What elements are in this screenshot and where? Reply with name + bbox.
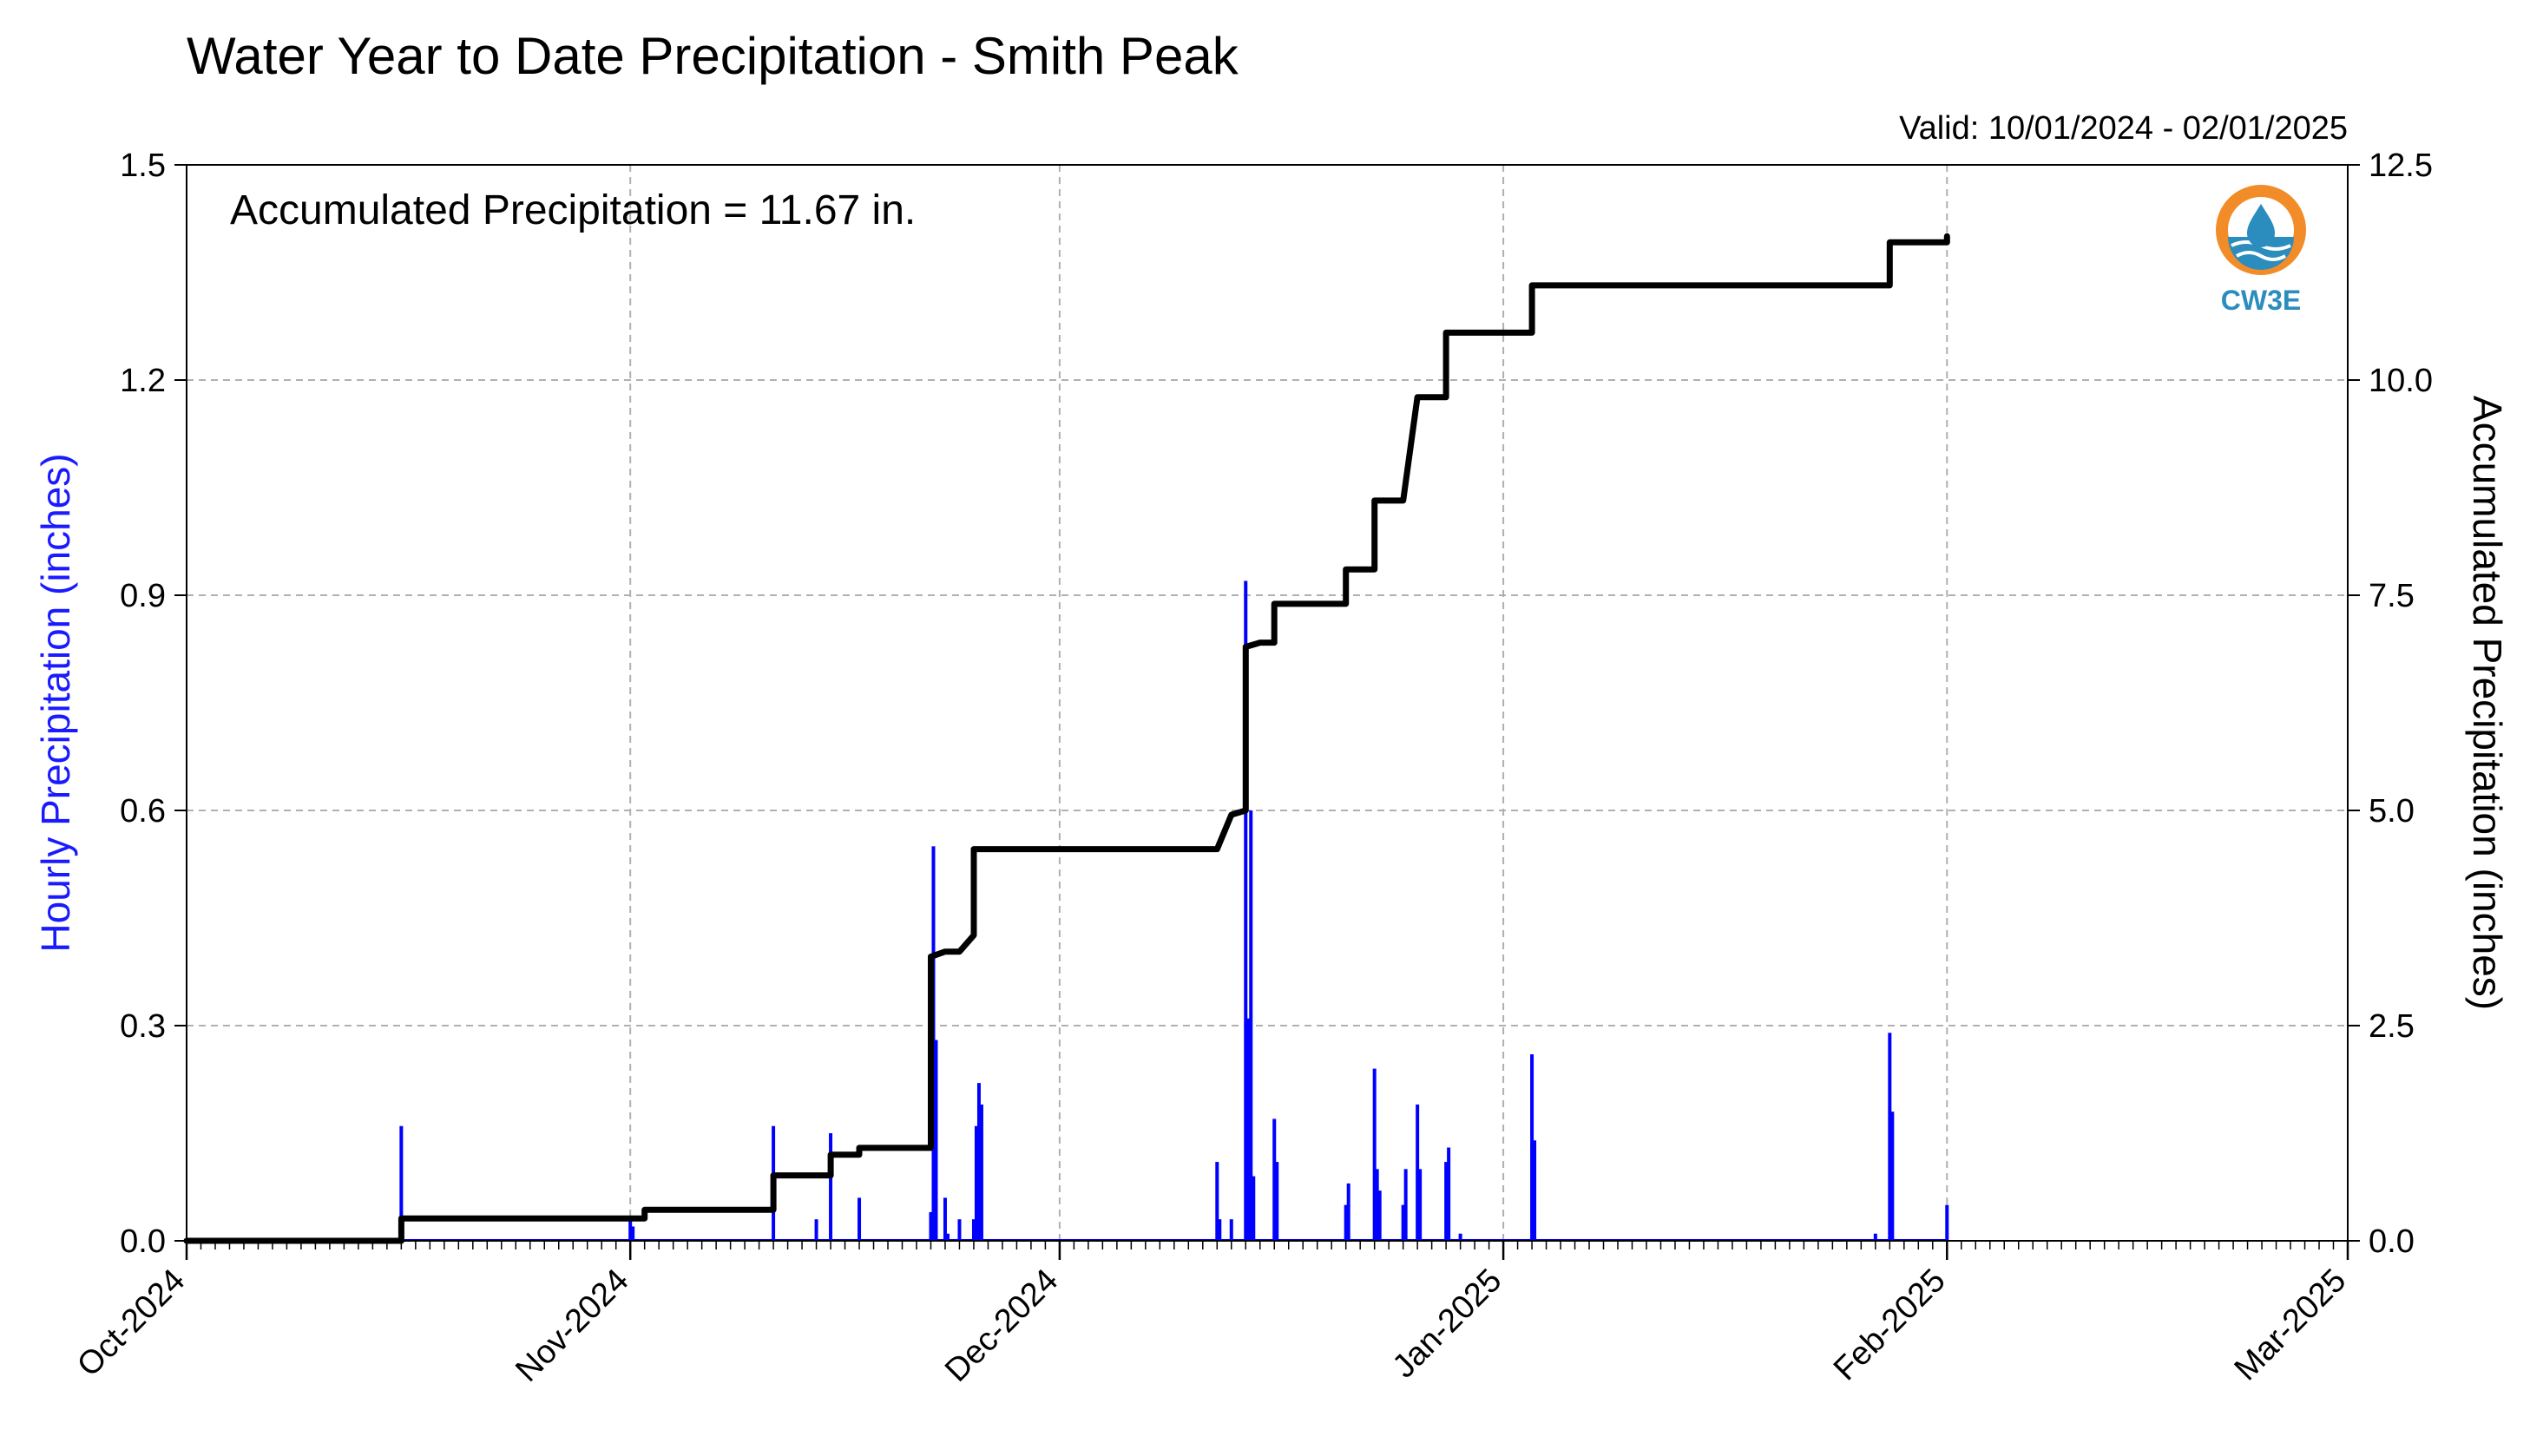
logo-text: CW3E bbox=[2221, 285, 2301, 316]
hourly-precip-bar bbox=[1530, 1054, 1534, 1241]
cw3e-logo: CW3E bbox=[2216, 185, 2306, 316]
hourly-precip-bar bbox=[1444, 1162, 1449, 1241]
hourly-precip-bar bbox=[1533, 1140, 1537, 1241]
hourly-precip-bar bbox=[976, 1083, 981, 1241]
hourly-precip-bar bbox=[1403, 1169, 1408, 1241]
hourly-precip-bar bbox=[957, 1219, 962, 1241]
hourly-precip-bar bbox=[628, 1219, 633, 1241]
y-right-tick-label: 5.0 bbox=[2369, 793, 2415, 830]
hourly-precip-bar bbox=[1344, 1204, 1348, 1241]
hourly-precip-bar bbox=[1416, 1104, 1420, 1241]
hourly-precip-bar bbox=[1246, 1018, 1251, 1241]
y-right-tick-label: 12.5 bbox=[2369, 148, 2433, 184]
hourly-precip-bar bbox=[1252, 1176, 1256, 1241]
valid-date-range: Valid: 10/01/2024 - 02/01/2025 bbox=[1899, 110, 2348, 147]
y-right-tick-label: 2.5 bbox=[2369, 1008, 2415, 1045]
hourly-precip-bar bbox=[1447, 1147, 1451, 1241]
y-left-tick-label: 0.9 bbox=[120, 578, 166, 614]
y-right-tick-label: 7.5 bbox=[2369, 578, 2415, 614]
hourly-precip-bar bbox=[974, 1125, 978, 1241]
hourly-precip-bar bbox=[1418, 1169, 1423, 1241]
y-right-tick-label: 0.0 bbox=[2369, 1223, 2415, 1260]
accumulated-precip-line bbox=[183, 233, 1950, 1244]
y-left-tick-label: 1.2 bbox=[120, 363, 166, 399]
grid-lines bbox=[186, 164, 2349, 1242]
x-tick-label: Mar-2025 bbox=[2228, 1263, 2354, 1388]
chart-title: Water Year to Date Precipitation - Smith… bbox=[187, 27, 1239, 85]
hourly-precip-bar bbox=[1249, 810, 1253, 1241]
hourly-precip-bar bbox=[1346, 1183, 1350, 1241]
hourly-precip-bar bbox=[1375, 1169, 1379, 1241]
hourly-precip-bar bbox=[1890, 1112, 1895, 1241]
hourly-precip-bar bbox=[929, 1211, 933, 1241]
hourly-precip-bar bbox=[934, 1040, 938, 1241]
plot-frame bbox=[186, 164, 2349, 1242]
accumulated-total-annotation: Accumulated Precipitation = 11.67 in. bbox=[230, 187, 916, 233]
hourly-precip-bars bbox=[187, 580, 1949, 1241]
x-tick-label: Dec-2024 bbox=[938, 1263, 1065, 1389]
hourly-precip-bar bbox=[971, 1219, 976, 1241]
hourly-precip-bar bbox=[1401, 1204, 1405, 1241]
hourly-precip-bar bbox=[1275, 1162, 1279, 1241]
hourly-precip-bar bbox=[979, 1104, 983, 1241]
x-tick-label: Jan-2025 bbox=[1386, 1263, 1509, 1386]
hourly-precip-bar bbox=[829, 1133, 833, 1241]
hourly-precip-bar bbox=[1215, 1162, 1219, 1241]
logo-wave-icon bbox=[2228, 237, 2294, 270]
y-axis-left-label: Hourly Precipitation (inches) bbox=[33, 453, 78, 952]
y-left-tick-label: 0.6 bbox=[120, 793, 166, 830]
hourly-precip-bar bbox=[1458, 1233, 1462, 1241]
hourly-precip-bar bbox=[1244, 580, 1248, 1241]
y-left-tick-label: 0.3 bbox=[120, 1008, 166, 1045]
hourly-precip-bar bbox=[858, 1197, 862, 1241]
y-right-tick-label: 10.0 bbox=[2369, 363, 2433, 399]
x-tick-label: Nov-2024 bbox=[509, 1263, 635, 1389]
y-left-tick-label: 1.5 bbox=[120, 148, 166, 184]
hourly-precip-bar bbox=[1218, 1219, 1222, 1241]
hourly-precip-bar bbox=[1377, 1190, 1382, 1241]
hourly-precip-bar bbox=[1229, 1219, 1233, 1241]
accumulated-precip-line-group bbox=[183, 233, 1950, 1244]
y-left-tick-label: 0.0 bbox=[120, 1223, 166, 1260]
hourly-precip-bar bbox=[945, 1233, 950, 1241]
hourly-precip-bar bbox=[399, 1125, 404, 1241]
hourly-precip-bar bbox=[631, 1226, 635, 1241]
hourly-precip-bar bbox=[1272, 1118, 1277, 1241]
hourly-precip-bar bbox=[814, 1219, 818, 1241]
hourly-precip-bar bbox=[1945, 1204, 1949, 1241]
hourly-precip-bar bbox=[943, 1197, 947, 1241]
hourly-precip-bar bbox=[1888, 1033, 1892, 1241]
logo-drop-icon bbox=[2247, 204, 2275, 247]
x-tick-label: Oct-2024 bbox=[70, 1263, 192, 1384]
hourly-precip-bar bbox=[1873, 1233, 1877, 1241]
hourly-precip-bar bbox=[1372, 1068, 1377, 1241]
y-axis-right-label: Accumulated Precipitation (inches) bbox=[2465, 396, 2510, 1010]
x-tick-label: Feb-2025 bbox=[1827, 1263, 1953, 1388]
